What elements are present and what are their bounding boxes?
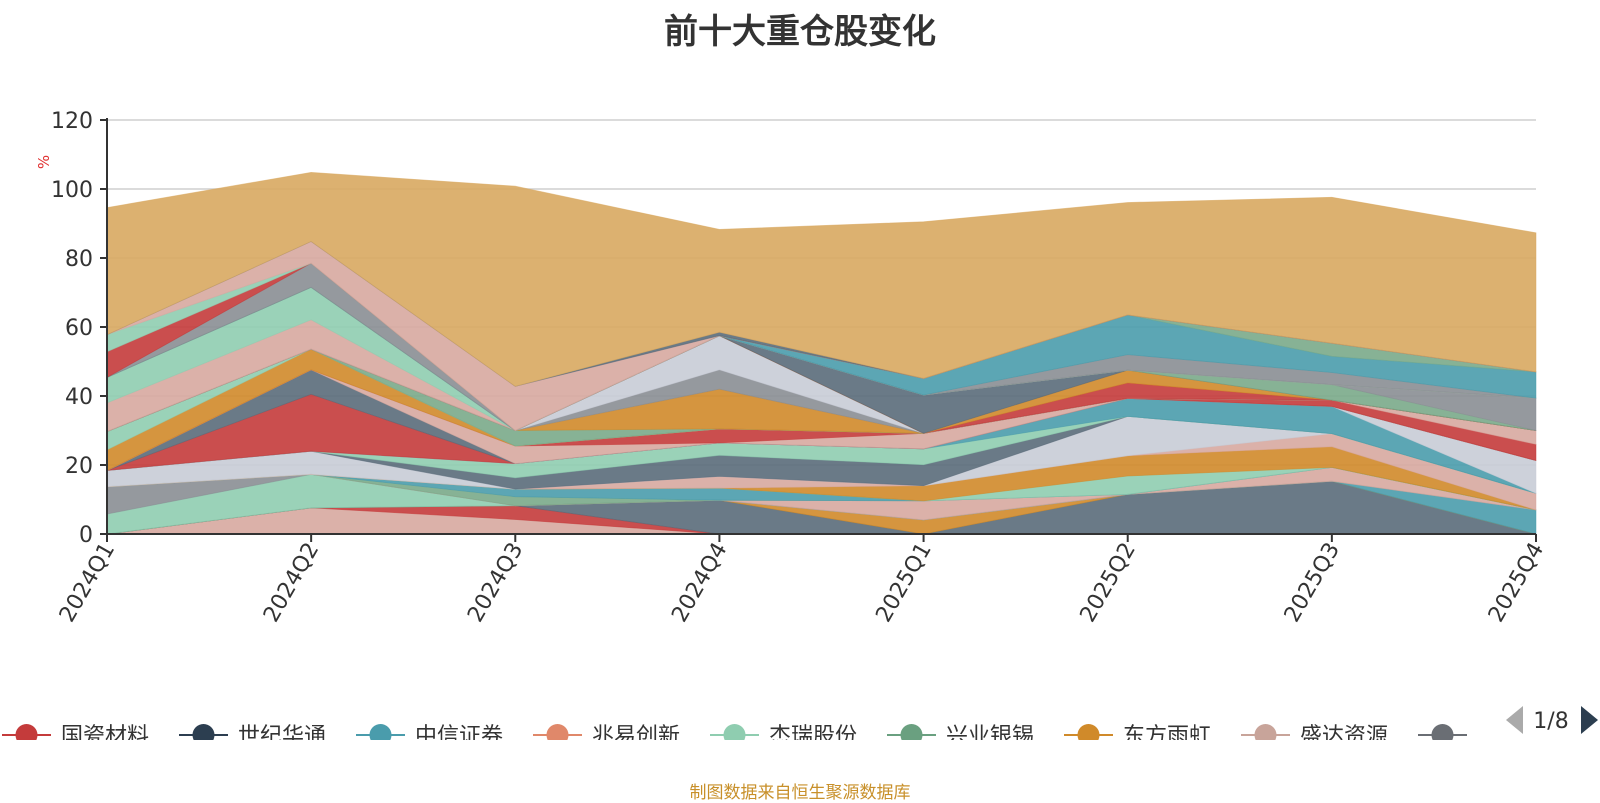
y-axis-unit-label: % xyxy=(35,155,53,169)
legend-label: 中信证券 xyxy=(415,724,503,749)
legend-circle-marker xyxy=(369,724,392,740)
legend-label: 世纪华通 xyxy=(238,724,326,749)
legend-label: 杰瑞股份 xyxy=(769,724,857,749)
legend-item[interactable]: 中信证券 xyxy=(356,724,503,749)
legend-label: 盛达资源 xyxy=(1300,724,1388,749)
x-tick-label: 2025Q2 xyxy=(1076,539,1141,627)
x-tick-label: 2025Q3 xyxy=(1280,539,1345,627)
data-source-note: 制图数据来自恒生聚源数据库 xyxy=(689,783,911,803)
legend-item[interactable]: 世纪华通 xyxy=(179,724,326,749)
legend-circle-marker xyxy=(1431,724,1454,740)
legend-label: 东方雨虹 xyxy=(1123,724,1211,749)
y-tick-label: 20 xyxy=(65,454,93,479)
y-tick-label: 120 xyxy=(51,109,93,134)
x-tick-label: 2024Q4 xyxy=(667,539,732,627)
area-layer xyxy=(106,171,1537,535)
legend-items: 国瓷材料 世纪华通 中信证券 兆易创新 杰瑞股份 兴业银锡 东方雨虹 盛达资源 xyxy=(2,724,1467,749)
legend-circle-marker xyxy=(15,724,38,740)
legend-item[interactable]: 国瓷材料 xyxy=(2,724,149,749)
y-tick-label: 100 xyxy=(51,178,93,203)
legend-item[interactable]: 杰瑞股份 xyxy=(710,724,857,749)
x-tick-label: 2024Q3 xyxy=(463,539,528,627)
legend-item[interactable]: 盛达资源 xyxy=(1241,724,1388,749)
chart-title: 前十大重仓股变化 xyxy=(664,12,936,52)
legend-label: 兴业银锡 xyxy=(946,724,1034,749)
legend-circle-marker xyxy=(192,724,215,740)
prev-page-icon[interactable] xyxy=(1506,706,1523,734)
y-tick-label: 60 xyxy=(65,316,93,341)
legend-label: 国瓷材料 xyxy=(61,724,149,749)
x-tick-label: 2024Q1 xyxy=(55,539,120,627)
legend: 国瓷材料 世纪华通 中信证券 兆易创新 杰瑞股份 兴业银锡 东方雨虹 盛达资源 xyxy=(2,724,1467,749)
x-tick-label: 2025Q1 xyxy=(871,539,936,627)
area-series-44[interactable] xyxy=(106,171,1537,387)
y-tick-label: 80 xyxy=(65,247,93,272)
legend-pager: 1/8 xyxy=(1506,706,1598,734)
next-page-icon[interactable] xyxy=(1581,706,1598,734)
legend-item[interactable]: 兆易创新 xyxy=(533,724,680,749)
legend-item[interactable]: 东方雨虹 xyxy=(1064,724,1211,749)
legend-circle-marker xyxy=(546,724,569,740)
legend-item[interactable]: 兴业银锡 xyxy=(887,724,1034,749)
legend-circle-marker xyxy=(723,724,746,740)
x-tick-label: 2025Q4 xyxy=(1484,539,1549,627)
legend-circle-marker xyxy=(900,724,923,740)
legend-circle-marker xyxy=(1077,724,1100,740)
x-tick-label: 2024Q2 xyxy=(259,539,324,627)
legend-item[interactable] xyxy=(1418,724,1467,746)
y-tick-label: 0 xyxy=(79,523,93,548)
y-tick-label: 40 xyxy=(65,385,93,410)
legend-label: 兆易创新 xyxy=(592,724,680,749)
page-indicator: 1/8 xyxy=(1533,709,1568,734)
legend-circle-marker xyxy=(1254,724,1277,740)
